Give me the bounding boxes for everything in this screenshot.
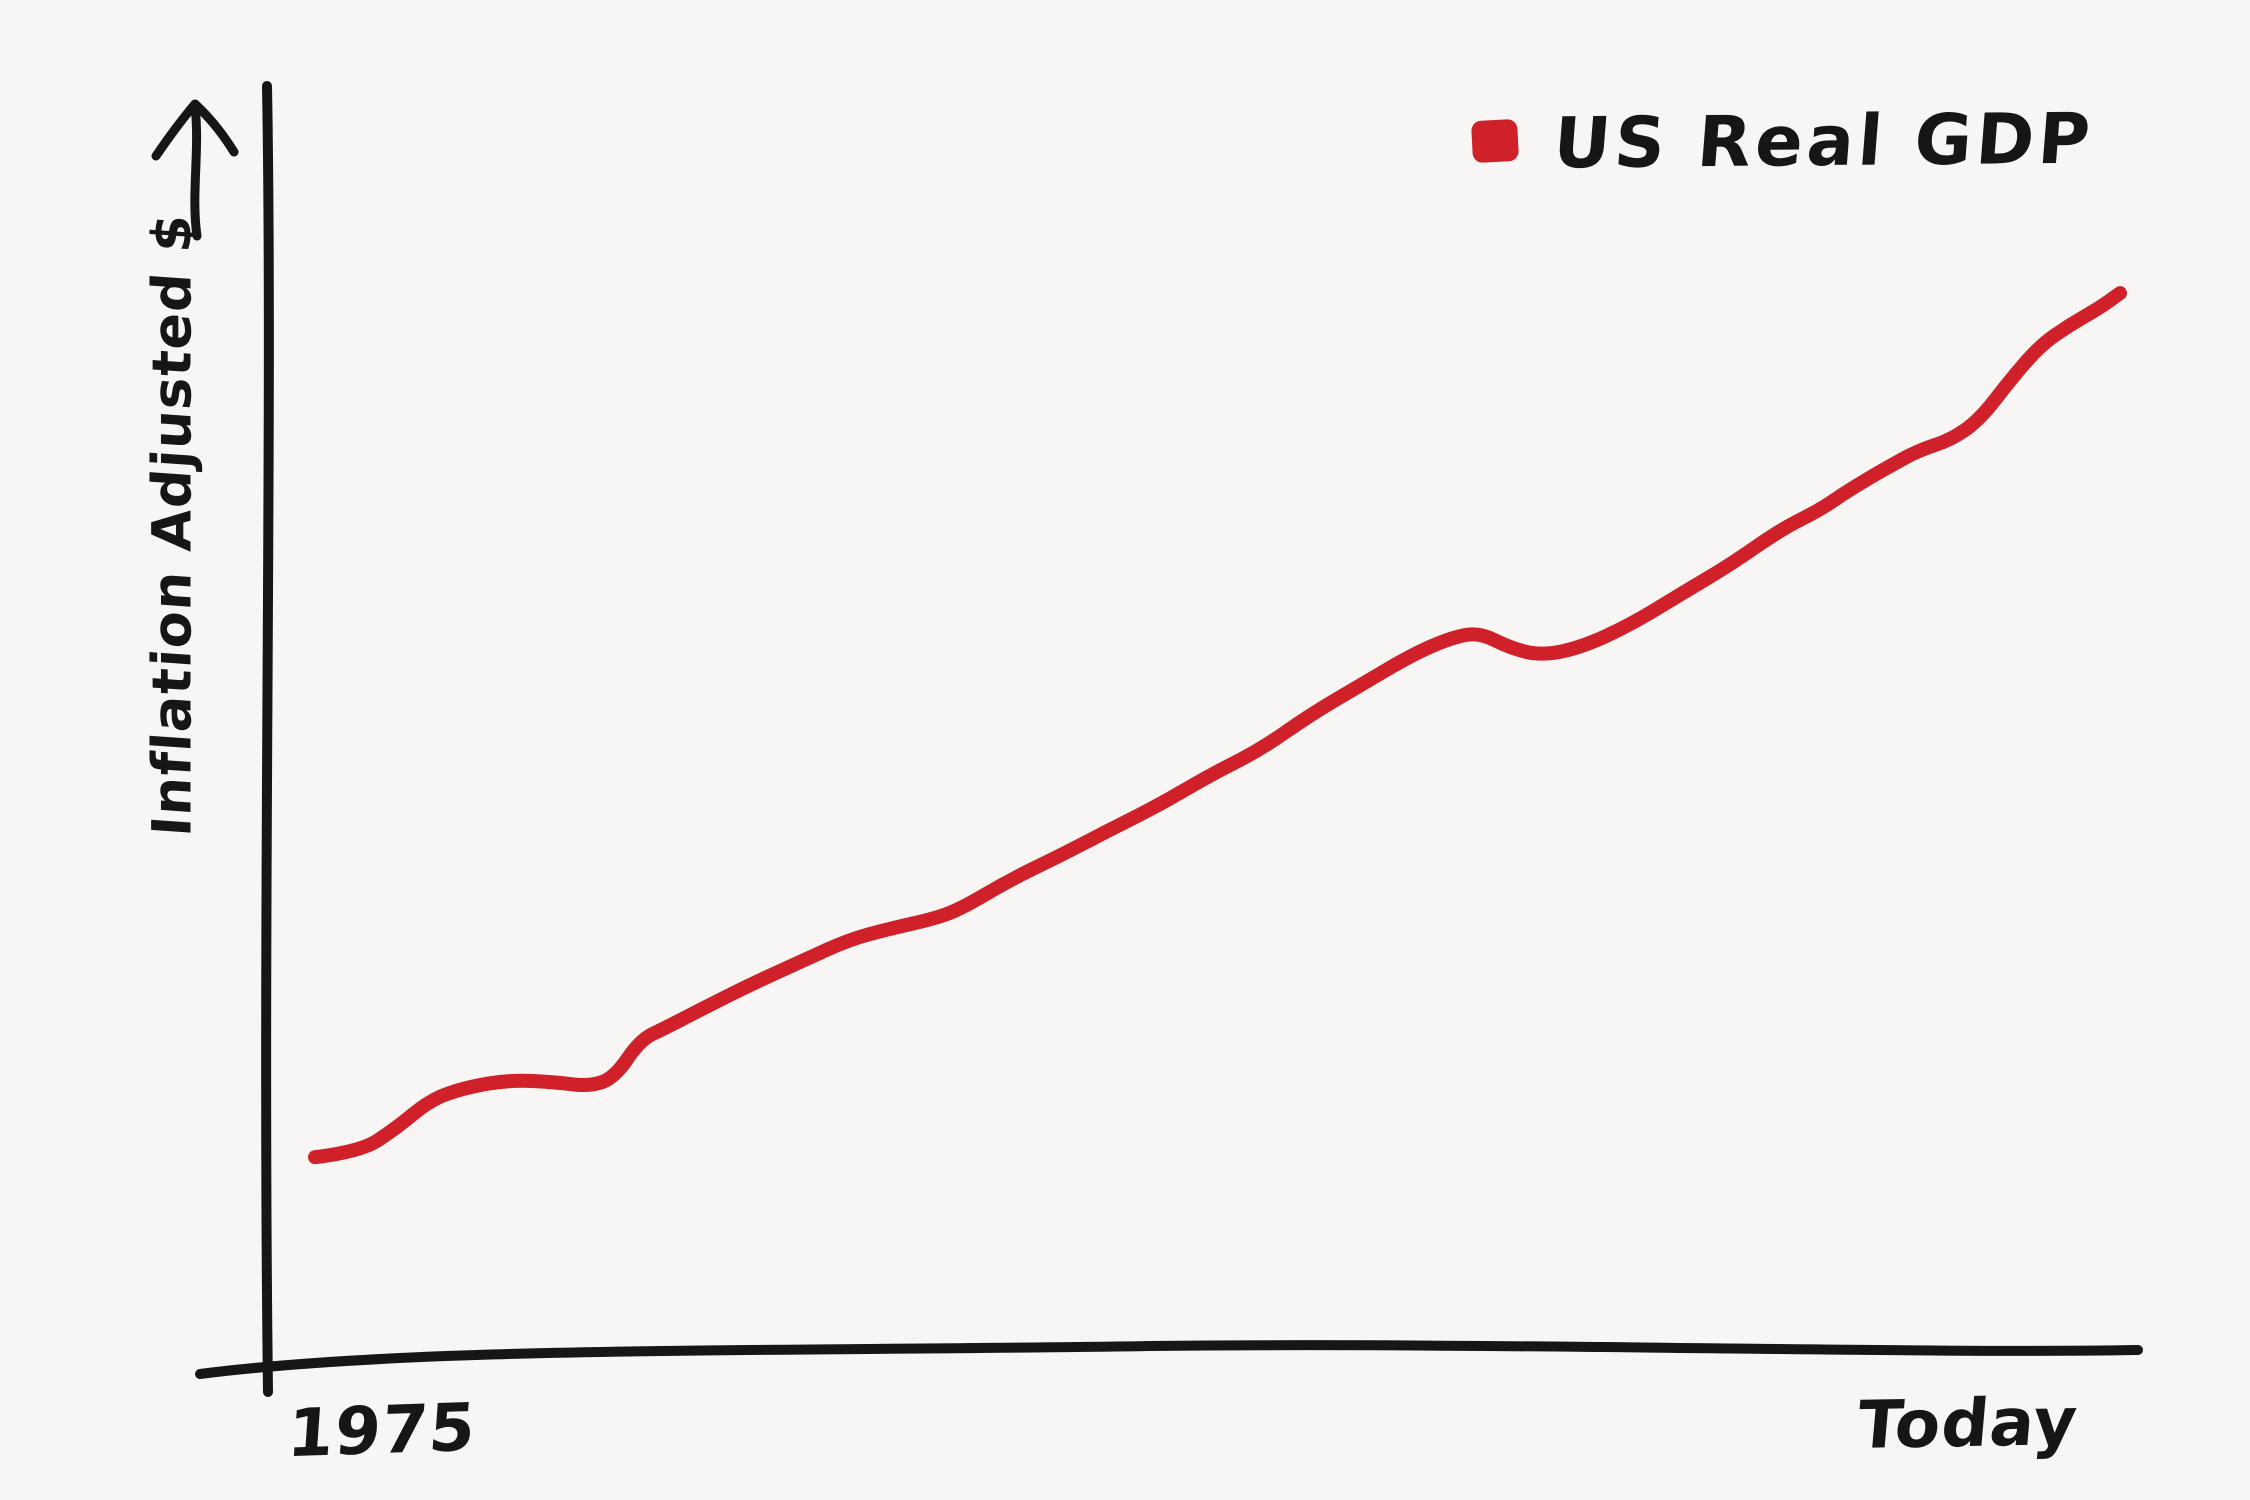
gdp-line-series-0: [308, 286, 2127, 1165]
legend: US Real GDP: [1470, 98, 2097, 184]
up-arrow-icon: [151, 99, 239, 241]
y-axis-line: [261, 81, 274, 1397]
x-tick-today: Today: [1854, 1383, 2081, 1464]
y-axis-label: Inflation Adjusted $: [140, 211, 204, 839]
x-axis-line: [195, 1340, 2143, 1379]
legend-label: US Real GDP: [1550, 97, 2097, 185]
legend-swatch: [1470, 118, 1520, 164]
x-tick-1975: 1975: [285, 1388, 479, 1473]
